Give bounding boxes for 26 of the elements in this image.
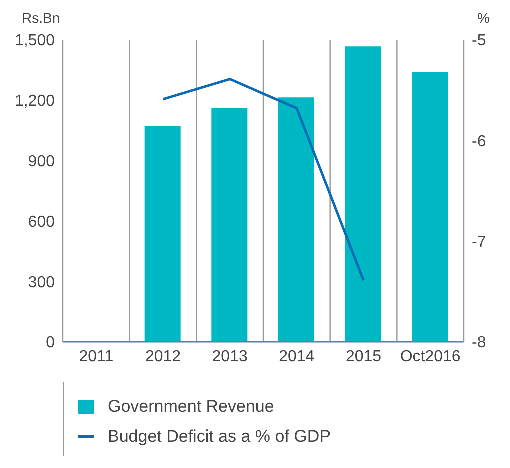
y-tick-label: 0 [46, 334, 56, 352]
y-tick-label: 600 [28, 214, 56, 231]
y-tick-label: 300 [28, 274, 56, 292]
bar [278, 98, 314, 342]
y-axis-title: Rs.Bn [22, 10, 60, 26]
x-tick-label: 2012 [145, 348, 182, 366]
y2-tick-label: -8 [472, 334, 486, 352]
legend-label: Government Revenue [108, 396, 274, 418]
x-tick-label: 2013 [212, 348, 248, 366]
bar [412, 72, 448, 342]
legend-label: Budget Deficit as a % of GDP [108, 426, 331, 448]
x-tick-label: 2011 [79, 348, 114, 366]
y2-tick-label: -6 [472, 133, 486, 150]
y-tick-label: 1,200 [14, 93, 56, 110]
x-tick-label: Oct2016 [400, 348, 461, 366]
y-tick-label: 1,500 [14, 32, 56, 50]
line-series [162, 78, 365, 282]
x-tick-label: 2015 [346, 348, 382, 366]
y-tick-label: 900 [28, 153, 56, 170]
bar [144, 126, 181, 342]
bar [212, 108, 248, 342]
x-tick-label: 2014 [279, 348, 315, 366]
bar [345, 46, 382, 342]
y2-axis-title: % [478, 10, 490, 26]
y2-tick-label: -5 [472, 32, 486, 50]
y2-tick-label: -7 [472, 234, 486, 252]
